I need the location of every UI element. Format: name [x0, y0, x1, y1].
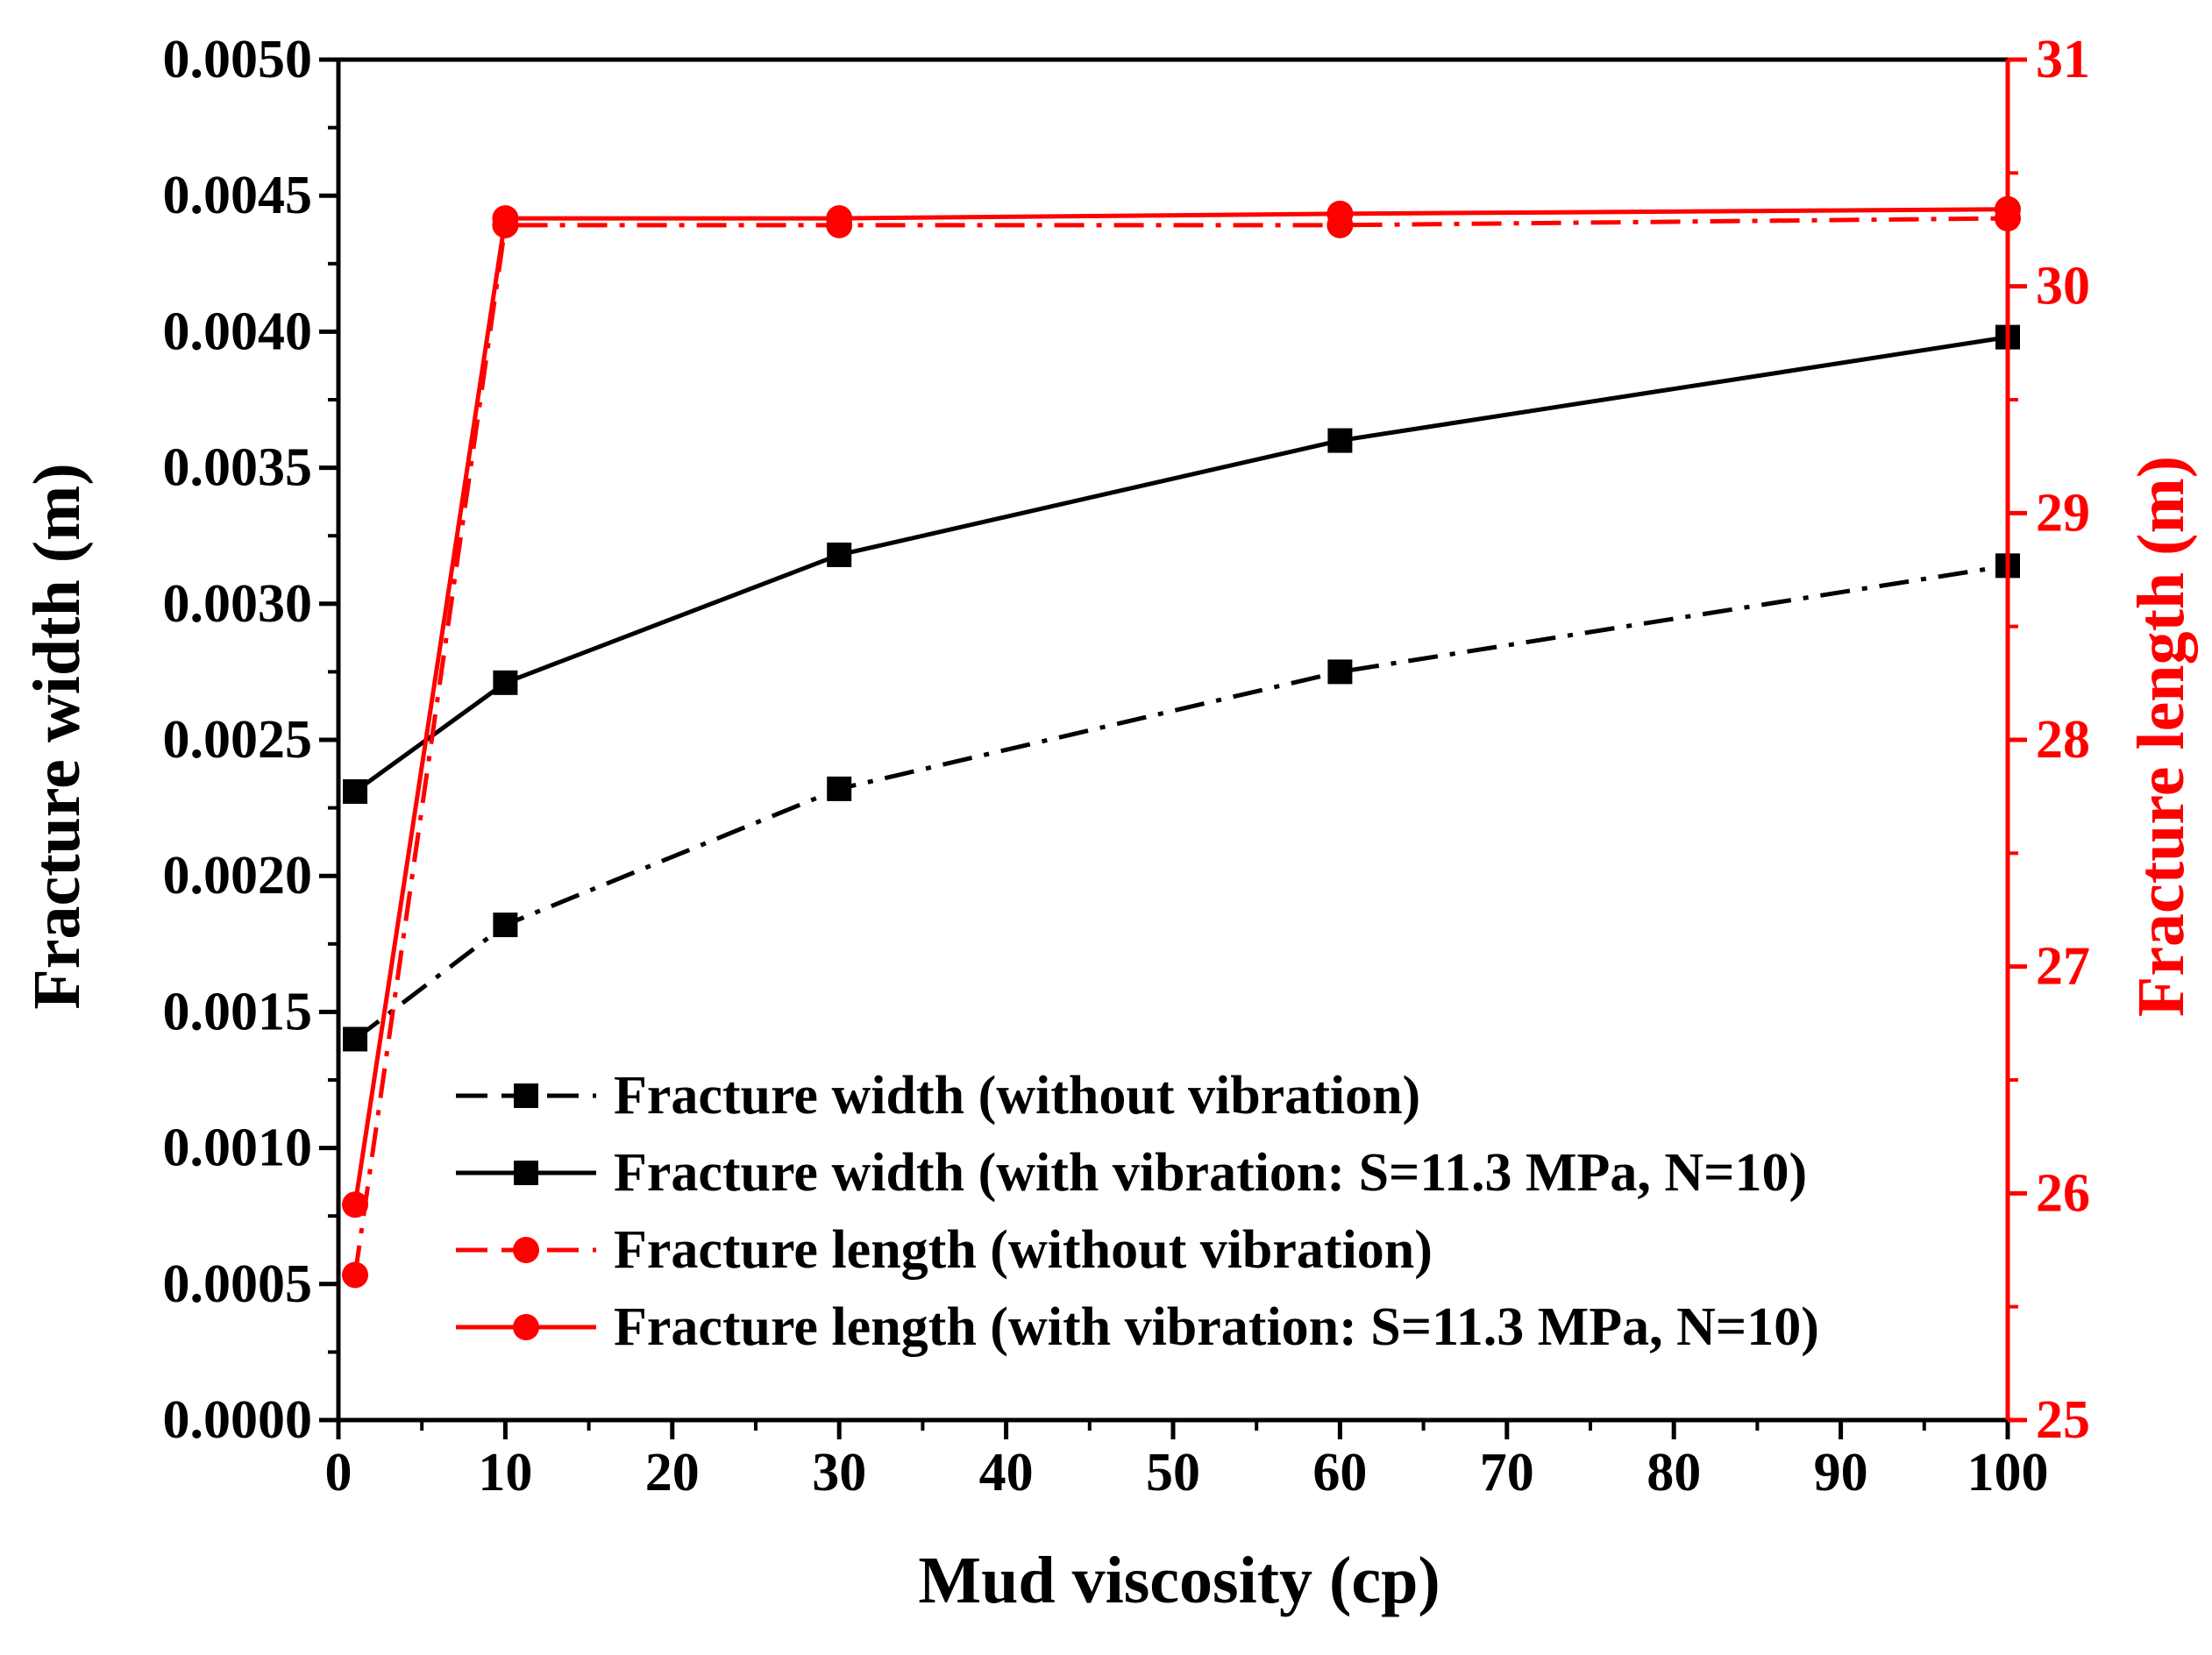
x-tick-label: 60: [1312, 1443, 1367, 1502]
y-right-tick-label: 28: [2036, 710, 2090, 770]
data-point: [827, 776, 852, 801]
legend-label: Fracture width (without vibration): [614, 1066, 1420, 1126]
legend-marker: [513, 1314, 539, 1340]
x-tick-label: 50: [1146, 1443, 1200, 1502]
series-line: [353, 335, 2009, 794]
legend-label: Fracture length (without vibration): [614, 1220, 1433, 1280]
data-point: [342, 1191, 369, 1218]
y-left-tick-label: 0.0040: [163, 302, 313, 361]
y-right-tick-label: 27: [2036, 937, 2090, 997]
legend-entry-2: Fracture width (with vibration: S=11.3 M…: [456, 1143, 1807, 1203]
x-axis-label: Mud viscosity (cp): [918, 1544, 1440, 1617]
y-axis-right-label: Fracture length (m): [2124, 456, 2198, 1017]
data-point: [493, 670, 518, 695]
legend-entry-4: Fracture length (with vibration: S=11.3 …: [456, 1297, 1819, 1357]
data-point: [1327, 428, 1353, 453]
legend-label: Fracture width (with vibration: S=11.3 M…: [614, 1143, 1807, 1203]
y-left-tick-label: 0.0025: [163, 710, 313, 770]
axes: 0 10 20 30 40 50 60 70 80 90 100 0.0000 0.0005 0.0010…: [163, 30, 2091, 1502]
y-left-tick-label: 0.0045: [163, 166, 313, 225]
x-tick-label: 20: [645, 1443, 700, 1502]
series-3: [342, 205, 2021, 1289]
x-tick-label: 90: [1814, 1443, 1868, 1502]
legend-marker: [514, 1083, 538, 1108]
legend-entry-1: Fracture width (without vibration): [456, 1066, 1420, 1126]
y-right-tick-label: 30: [2036, 257, 2090, 316]
y-left-tick-label: 0.0015: [163, 982, 313, 1041]
x-tick-label: 70: [1480, 1443, 1534, 1502]
x-tick-label: 30: [812, 1443, 866, 1502]
data-point: [826, 205, 853, 232]
data-point: [1327, 659, 1353, 685]
legend-marker: [513, 1237, 539, 1263]
y-left-tick-label: 0.0030: [163, 574, 313, 634]
y-axis-left-label: Fracture width (m): [20, 463, 94, 1009]
y-right-tick-label: 29: [2036, 483, 2090, 543]
data-point: [492, 205, 519, 232]
data-point: [827, 542, 852, 567]
series-line: [353, 563, 2009, 1041]
y-left-tick-label: 0.0035: [163, 438, 313, 498]
x-tick-label: 100: [1967, 1443, 2049, 1502]
y-left-tick-label: 0.0010: [163, 1119, 313, 1178]
series-1: [343, 553, 2020, 1052]
y-left-tick-label: 0.0050: [163, 30, 313, 89]
x-tick-label: 10: [478, 1443, 532, 1502]
series-4: [342, 195, 2021, 1218]
data-point: [1326, 200, 1354, 227]
y-right-tick-label: 31: [2036, 30, 2090, 89]
y-right-tick-label: 26: [2036, 1163, 2090, 1223]
data-point: [343, 778, 368, 804]
legend: Fracture width (without vibration) Fractu…: [456, 1066, 1819, 1357]
y-left-tick-label: 0.0020: [163, 846, 313, 906]
legend-entry-3: Fracture length (without vibration): [456, 1220, 1433, 1280]
series-2: [343, 324, 2020, 804]
y-right-tick-label: 25: [2036, 1390, 2090, 1450]
data-point: [343, 1026, 368, 1052]
legend-label: Fracture length (with vibration: S=11.3 …: [614, 1297, 1819, 1357]
x-tick-label: 40: [979, 1443, 1034, 1502]
y-left-tick-label: 0.0000: [163, 1390, 313, 1450]
legend-marker: [514, 1161, 538, 1185]
data-point: [342, 1261, 369, 1289]
y-left-tick-label: 0.0005: [163, 1254, 313, 1314]
x-tick-label: 80: [1647, 1443, 1701, 1502]
data-point: [493, 913, 518, 938]
x-tick-label: 0: [325, 1443, 352, 1502]
